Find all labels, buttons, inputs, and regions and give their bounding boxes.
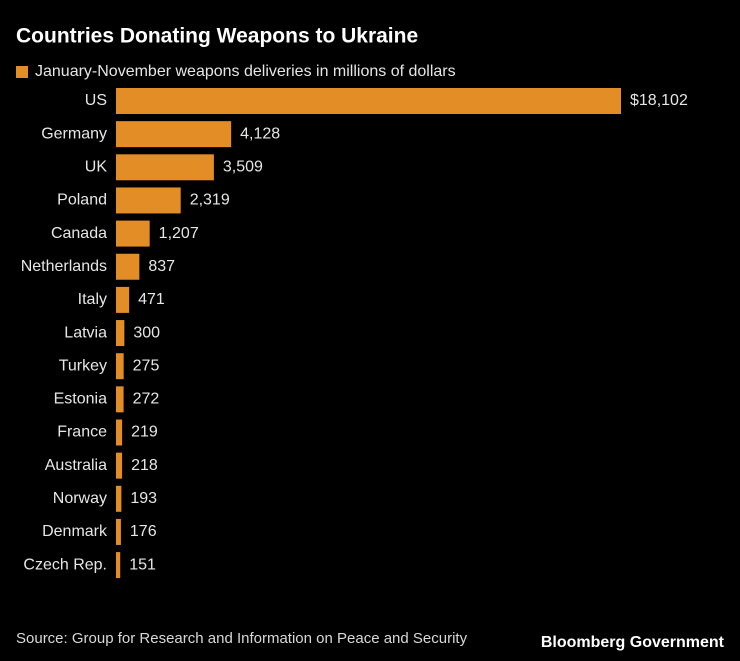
y-tick-label: Estonia [54,391,107,408]
brand: Bloomberg Government [541,634,725,651]
value-label: 4,128 [240,125,280,142]
value-label: 176 [130,523,157,540]
legend-label: January-November weapons deliveries in m… [35,63,456,80]
value-label: 219 [131,424,158,441]
bar [116,552,121,579]
legend-swatch [16,66,28,78]
value-label: 3,509 [223,159,263,176]
bar [116,419,123,446]
y-tick-label: Italy [78,291,107,308]
bar [116,253,140,280]
bar [116,386,124,413]
y-tick-label: Denmark [42,523,108,540]
value-label: 300 [133,324,160,341]
bar [116,121,232,148]
y-tick-label: US [85,92,107,109]
y-tick-label: Turkey [59,357,107,374]
bar [116,518,121,545]
chart-title: Countries Donating Weapons to Ukraine [16,25,418,48]
y-tick-label: Canada [51,225,107,242]
y-tick-label: Germany [41,125,107,142]
y-tick-label: Australia [45,457,107,474]
bar [116,353,124,380]
y-tick-label: Czech Rep. [23,556,107,573]
value-label: 275 [133,357,160,374]
bar [116,187,181,214]
y-tick-label: France [57,424,107,441]
bar [116,485,122,512]
bar [116,452,123,479]
bar [116,320,125,347]
value-label: 272 [133,391,160,408]
value-label: 151 [129,556,156,573]
bar [116,286,130,313]
bar [116,154,214,181]
value-label: 2,319 [190,192,230,209]
value-label: $18,102 [630,92,688,109]
value-label: 1,207 [159,225,199,242]
bar [116,220,150,247]
y-tick-label: Latvia [64,324,107,341]
bar [116,88,621,114]
value-label: 837 [148,258,175,275]
source: Source: Group for Research and Informati… [16,630,468,647]
value-label: 471 [138,291,165,308]
y-tick-label: Poland [57,192,107,209]
value-label: 193 [130,490,157,507]
y-tick-label: UK [85,159,108,176]
y-tick-label: Norway [53,490,107,507]
value-label: 218 [131,457,158,474]
y-tick-label: Netherlands [21,258,107,275]
